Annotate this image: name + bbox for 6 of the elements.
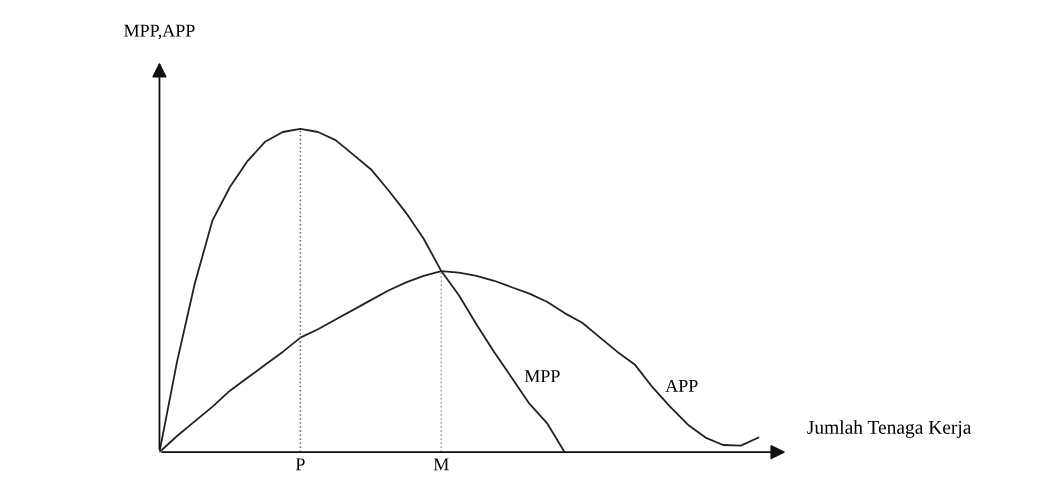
- series-label: MPP: [524, 370, 560, 383]
- series-label: APP: [665, 379, 698, 392]
- x-tick-label: M: [433, 458, 449, 471]
- y-axis-title: MPP,APP: [124, 24, 195, 40]
- x-tick-label: P: [295, 458, 305, 471]
- x-axis-title: Jumlah Tenaga Kerja: [807, 420, 972, 438]
